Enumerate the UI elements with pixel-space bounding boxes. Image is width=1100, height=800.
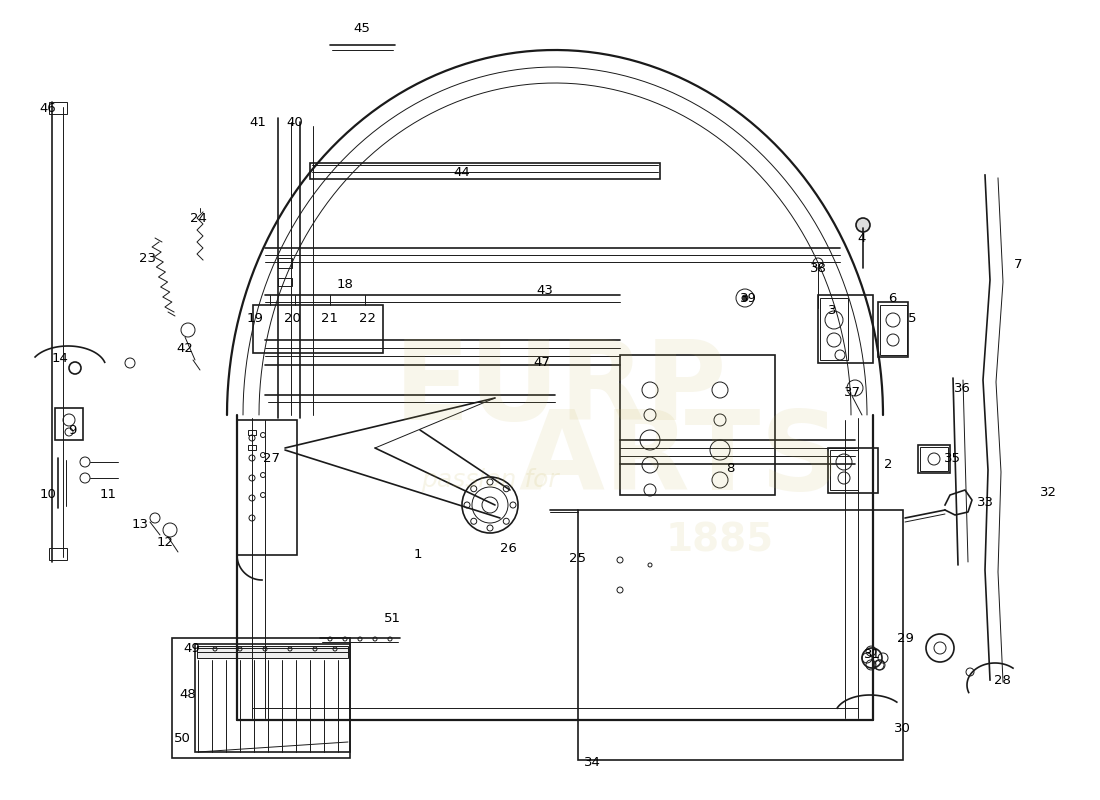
Text: passion for: passion for [421, 468, 559, 492]
Bar [830, 450, 858, 490]
Bar [920, 447, 948, 471]
Text: 20: 20 [284, 311, 300, 325]
Text: 11: 11 [99, 489, 117, 502]
Bar [55, 408, 82, 440]
Text: 26: 26 [499, 542, 516, 554]
Text: 43: 43 [537, 283, 553, 297]
Text: 3: 3 [827, 303, 836, 317]
Bar [828, 448, 878, 493]
Text: 4: 4 [858, 231, 866, 245]
Text: 30: 30 [893, 722, 911, 734]
Circle shape [856, 218, 870, 232]
Text: 2: 2 [883, 458, 892, 471]
Bar [172, 638, 350, 758]
Bar [620, 355, 776, 495]
Text: 35: 35 [944, 451, 960, 465]
Text: 31: 31 [864, 649, 880, 662]
Text: 28: 28 [993, 674, 1011, 686]
Text: 49: 49 [184, 642, 200, 654]
Text: 33: 33 [977, 495, 993, 509]
Bar [50, 102, 67, 114]
Text: 32: 32 [1040, 486, 1056, 498]
Text: 46: 46 [40, 102, 56, 114]
Text: EURP: EURP [394, 337, 727, 443]
Bar [195, 644, 350, 752]
Text: 1885: 1885 [666, 521, 774, 559]
Text: 14: 14 [52, 351, 68, 365]
Bar [310, 163, 660, 179]
Bar [918, 445, 950, 473]
Text: 27: 27 [264, 451, 280, 465]
Text: 18: 18 [337, 278, 353, 291]
Text: 37: 37 [844, 386, 860, 398]
Text: 21: 21 [321, 311, 339, 325]
Circle shape [742, 295, 748, 301]
Text: 41: 41 [250, 115, 266, 129]
Bar [578, 510, 903, 760]
Text: 5: 5 [908, 311, 916, 325]
Bar [278, 258, 292, 268]
Text: 13: 13 [132, 518, 148, 531]
Text: 36: 36 [954, 382, 970, 394]
Text: 29: 29 [896, 631, 913, 645]
Text: 9: 9 [68, 423, 76, 437]
Text: 38: 38 [810, 262, 826, 274]
Text: 47: 47 [534, 355, 550, 369]
Bar [197, 646, 348, 658]
Text: ARTS: ARTS [519, 406, 842, 514]
Text: 39: 39 [739, 291, 757, 305]
Text: 40: 40 [287, 115, 304, 129]
Text: 34: 34 [584, 755, 601, 769]
Bar [248, 430, 256, 435]
Text: 45: 45 [353, 22, 371, 34]
Text: 25: 25 [570, 551, 586, 565]
Bar [248, 445, 256, 450]
Text: 50: 50 [174, 731, 190, 745]
Text: 48: 48 [179, 689, 197, 702]
Text: 23: 23 [140, 251, 156, 265]
Text: 7: 7 [1014, 258, 1022, 271]
Text: 1: 1 [414, 549, 422, 562]
Text: 8: 8 [726, 462, 734, 474]
Bar [236, 420, 297, 555]
Bar [820, 298, 848, 360]
Bar [878, 302, 908, 357]
Text: 44: 44 [453, 166, 471, 178]
Bar [253, 305, 383, 353]
Text: 12: 12 [156, 535, 174, 549]
Text: 42: 42 [177, 342, 194, 354]
Text: 51: 51 [384, 611, 400, 625]
Text: 6: 6 [888, 291, 896, 305]
Bar [880, 305, 907, 355]
Bar [818, 295, 873, 363]
Bar [278, 278, 292, 286]
Text: 19: 19 [246, 311, 263, 325]
Text: 22: 22 [360, 311, 376, 325]
Bar [50, 548, 67, 560]
Text: 10: 10 [40, 489, 56, 502]
Text: 24: 24 [189, 211, 207, 225]
